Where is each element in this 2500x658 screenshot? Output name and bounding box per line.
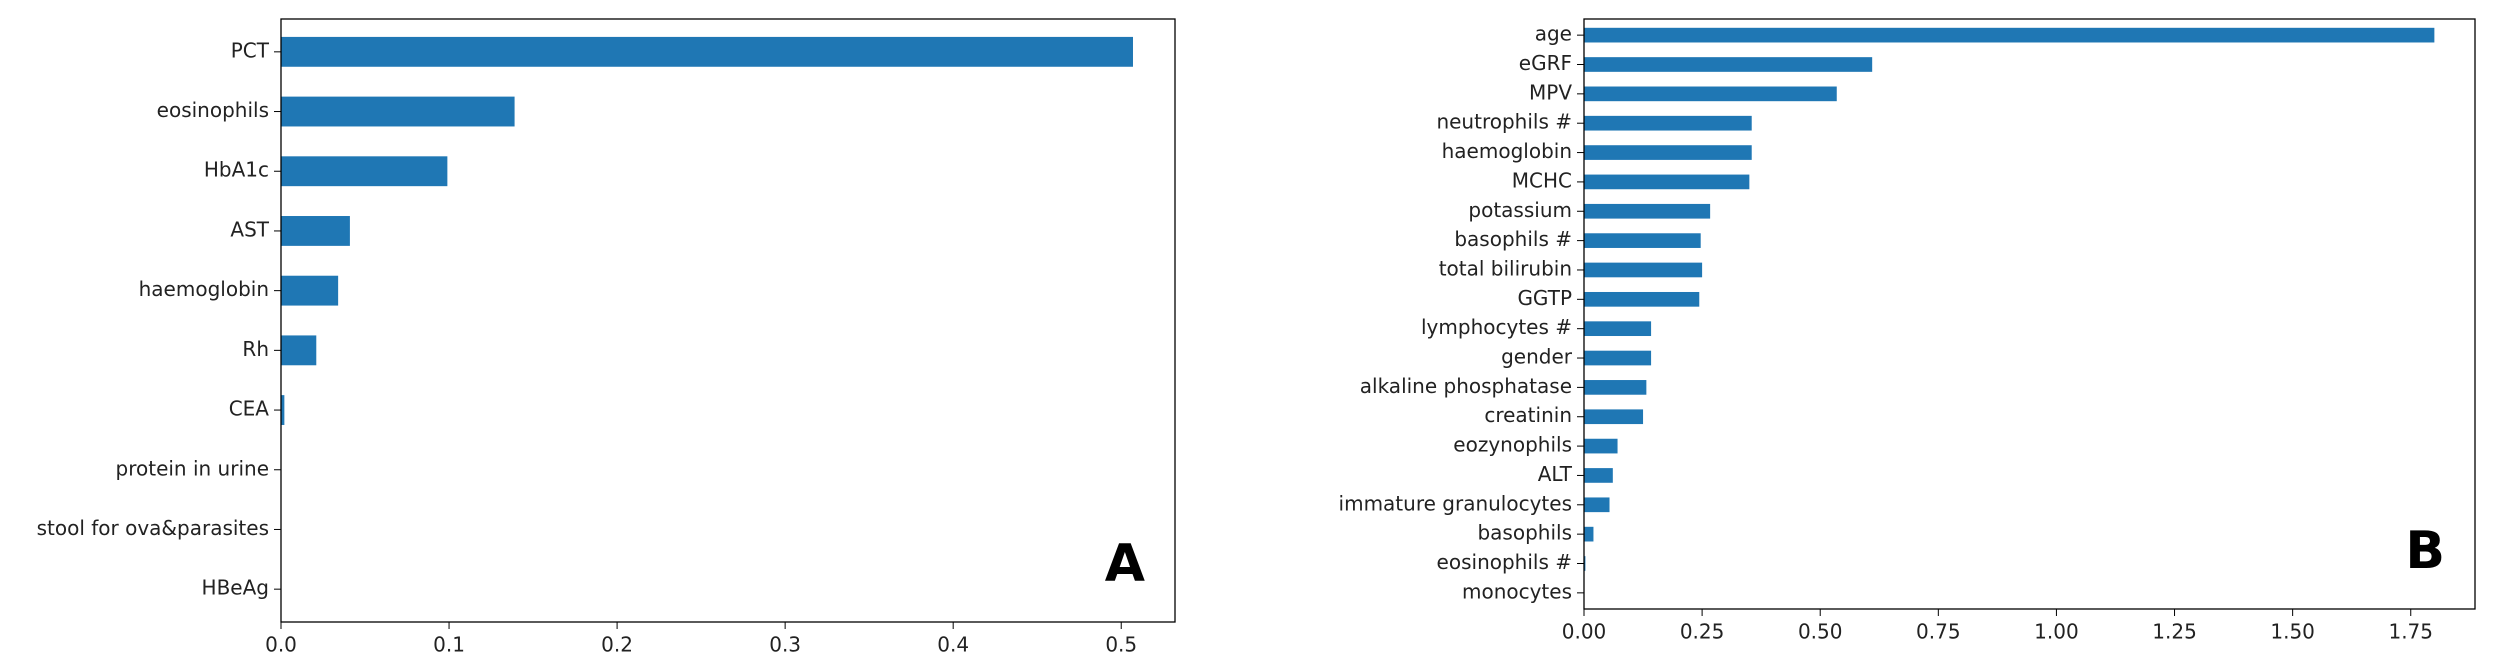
y-tick-label: gender bbox=[1501, 345, 1573, 369]
bar bbox=[281, 36, 1133, 67]
plot-frame bbox=[1583, 18, 2476, 610]
bar bbox=[1584, 380, 1647, 395]
bar bbox=[281, 216, 350, 246]
bar bbox=[281, 395, 285, 425]
plot-frame bbox=[280, 18, 1176, 623]
y-tick-label: age bbox=[1535, 22, 1572, 46]
bar bbox=[1584, 262, 1703, 278]
bar bbox=[1584, 350, 1652, 366]
y-tick-label: total bilirubin bbox=[1439, 256, 1572, 280]
panel-letter: A bbox=[1105, 534, 1145, 594]
x-tick-label: 0.4 bbox=[937, 633, 969, 657]
bar bbox=[1584, 497, 1610, 513]
bar bbox=[1584, 526, 1594, 542]
x-tick-label: 0.3 bbox=[769, 633, 801, 657]
y-tick-label: Rh bbox=[242, 337, 269, 361]
y-tick-label: monocytes bbox=[1462, 579, 1572, 603]
y-tick-label: basophils # bbox=[1454, 227, 1572, 251]
y-tick-label: stool for ova&parasites bbox=[37, 516, 269, 540]
bar bbox=[1584, 86, 1837, 102]
y-tick-label: potassium bbox=[1468, 198, 1572, 222]
bar bbox=[1584, 321, 1652, 337]
x-tick-label: 1.50 bbox=[2270, 620, 2315, 644]
x-tick-label: 1.75 bbox=[2388, 620, 2433, 644]
bar bbox=[1584, 233, 1701, 248]
y-tick-label: HbA1c bbox=[204, 158, 269, 182]
x-tick-label: 0.5 bbox=[1105, 633, 1137, 657]
bar bbox=[1584, 145, 1752, 160]
y-tick-label: eosinophils # bbox=[1437, 550, 1572, 574]
x-tick-label: 0.50 bbox=[1798, 620, 1843, 644]
y-tick-label: CEA bbox=[229, 397, 270, 421]
y-tick-label: HBeAg bbox=[202, 576, 269, 600]
y-tick-label: haemoglobin bbox=[139, 277, 269, 301]
y-tick-label: MPV bbox=[1529, 80, 1572, 104]
y-tick-label: AST bbox=[230, 217, 269, 241]
bar bbox=[1584, 291, 1700, 307]
y-tick-label: lymphocytes # bbox=[1421, 315, 1572, 339]
bar bbox=[1584, 27, 2435, 43]
bar bbox=[1584, 57, 1873, 72]
y-tick-label: eozynophils bbox=[1453, 433, 1572, 457]
y-tick-label: GGTP bbox=[1517, 286, 1572, 310]
bar bbox=[281, 96, 515, 127]
x-tick-label: 0.2 bbox=[601, 633, 633, 657]
bar bbox=[281, 156, 448, 187]
y-tick-label: eGRF bbox=[1519, 51, 1572, 75]
x-tick-label: 0.75 bbox=[1916, 620, 1961, 644]
y-tick-label: immature granulocytes bbox=[1339, 491, 1572, 515]
bar bbox=[1584, 438, 1618, 454]
bar bbox=[1584, 115, 1752, 131]
y-tick-label: MCHC bbox=[1512, 168, 1572, 192]
y-tick-label: PCT bbox=[231, 38, 270, 62]
y-tick-label: eosinophils bbox=[157, 98, 269, 122]
bar bbox=[1584, 468, 1613, 483]
x-tick-label: 0.1 bbox=[433, 633, 465, 657]
y-tick-label: ALT bbox=[1538, 462, 1573, 486]
x-tick-label: 1.00 bbox=[2034, 620, 2079, 644]
x-tick-label: 0.0 bbox=[265, 633, 297, 657]
bar bbox=[281, 275, 339, 306]
y-tick-label: neutrophils # bbox=[1436, 110, 1572, 134]
bar bbox=[1584, 174, 1750, 190]
bar bbox=[1584, 556, 1586, 571]
y-tick-label: protein in urine bbox=[116, 456, 269, 480]
y-tick-label: basophils bbox=[1477, 521, 1572, 545]
bar bbox=[1584, 409, 1644, 425]
bar bbox=[1584, 203, 1711, 219]
y-tick-label: creatinin bbox=[1484, 403, 1572, 427]
panel-letter: B bbox=[2405, 521, 2445, 581]
x-tick-label: 1.25 bbox=[2152, 620, 2197, 644]
x-tick-label: 0.25 bbox=[1680, 620, 1725, 644]
bar bbox=[281, 335, 317, 366]
y-tick-label: haemoglobin bbox=[1442, 139, 1572, 163]
x-tick-label: 0.00 bbox=[1562, 620, 1607, 644]
y-tick-label: alkaline phosphatase bbox=[1360, 374, 1572, 398]
